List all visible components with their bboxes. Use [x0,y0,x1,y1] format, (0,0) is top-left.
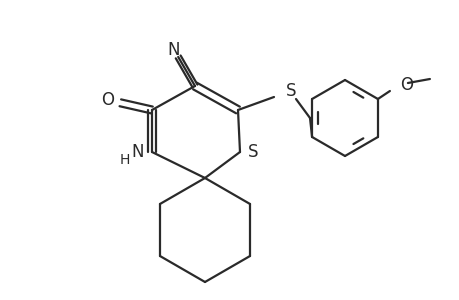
Text: N: N [131,143,144,161]
Text: H: H [119,153,130,167]
Text: S: S [285,82,296,100]
Text: S: S [247,143,258,161]
Text: N: N [168,40,180,58]
Text: O: O [101,91,114,109]
Text: O: O [399,76,412,94]
